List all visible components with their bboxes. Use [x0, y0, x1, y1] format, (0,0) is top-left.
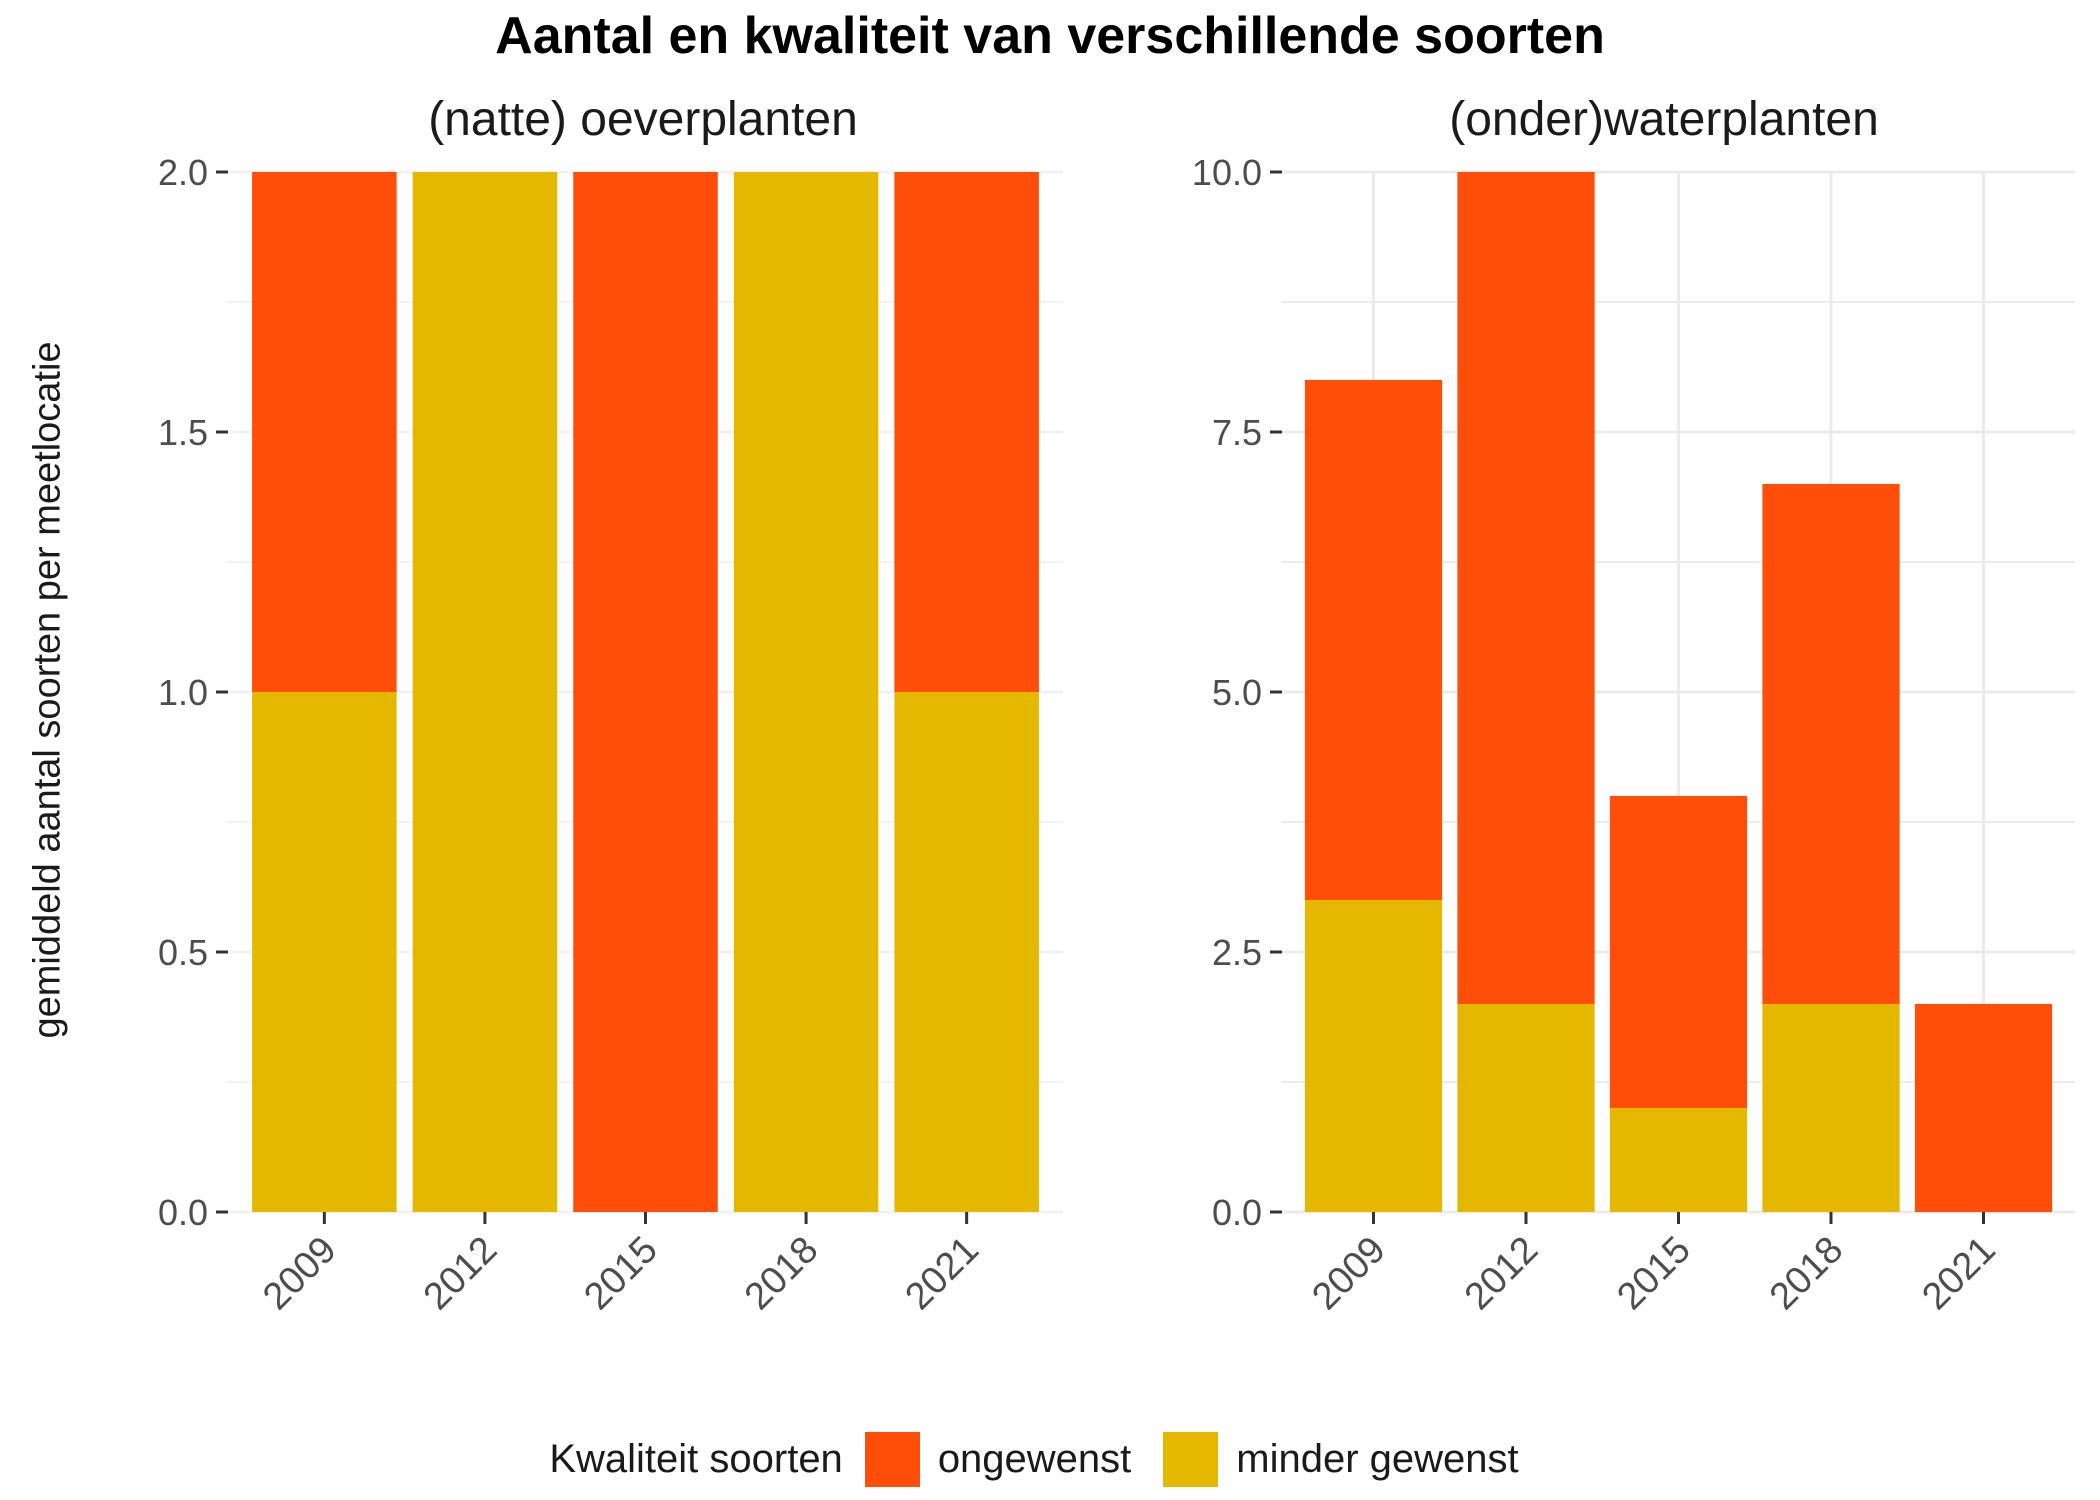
- y-tick-label: 0.0: [158, 1192, 208, 1233]
- bar-2021-minder-gewenst: [894, 692, 1039, 1212]
- bar-2009-ongewenst: [1304, 380, 1443, 900]
- y-tick-label: 1.0: [158, 672, 208, 713]
- panel-title-oeverplanten: (natte) oeverplanten: [428, 93, 858, 146]
- bar-2021-ongewenst: [1914, 1004, 2053, 1212]
- legend-key-minder-gewenst: [1163, 1432, 1219, 1487]
- y-tick-label: 10.0: [1192, 152, 1262, 193]
- x-tick-label: 2015: [1609, 1229, 1698, 1318]
- legend-key-ongewenst: [864, 1432, 920, 1487]
- bar-2012-minder-gewenst: [1457, 1004, 1595, 1212]
- y-tick-label: 5.0: [1212, 672, 1262, 713]
- bar-2021-ongewenst: [894, 172, 1039, 692]
- x-tick-label: 2009: [1304, 1229, 1393, 1318]
- legend-item-minder-gewenst: minder gewenst: [1163, 1432, 1519, 1487]
- x-tick-label: 2012: [416, 1229, 505, 1318]
- bar-2015-ongewenst: [1609, 796, 1748, 1108]
- y-tick-label: 2.0: [158, 152, 208, 193]
- bar-2009-minder-gewenst: [252, 692, 397, 1212]
- bar-2018-minder-gewenst: [733, 172, 879, 1212]
- panel-title-waterplanten: (onder)waterplanten: [1449, 93, 1879, 146]
- y-tick-label: 0.5: [158, 932, 208, 973]
- legend-label-minder-gewenst: minder gewenst: [1236, 1437, 1519, 1481]
- legend: Kwaliteit soorten ongewenst minder gewen…: [0, 1432, 2100, 1487]
- bar-2012-ongewenst: [1457, 172, 1595, 1004]
- x-tick-label: 2021: [1914, 1229, 2003, 1318]
- y-tick-label: 7.5: [1212, 412, 1262, 453]
- bar-2009-ongewenst: [252, 172, 397, 692]
- x-tick-label: 2009: [255, 1229, 344, 1318]
- bar-2018-minder-gewenst: [1762, 1004, 1900, 1212]
- legend-title: Kwaliteit soorten: [549, 1437, 843, 1481]
- x-tick-label: 2018: [737, 1229, 826, 1318]
- bar-2015-minder-gewenst: [1609, 1108, 1748, 1212]
- x-tick-label: 2021: [898, 1229, 987, 1318]
- y-tick-label: 1.5: [158, 412, 208, 453]
- y-tick-label: 0.0: [1212, 1192, 1262, 1233]
- x-tick-label: 2012: [1457, 1229, 1546, 1318]
- bar-2015-ongewenst: [573, 172, 718, 1212]
- x-tick-label: 2015: [576, 1229, 665, 1318]
- chart-title: Aantal en kwaliteit van verschillende so…: [495, 7, 1605, 65]
- x-tick-label: 2018: [1762, 1229, 1851, 1318]
- legend-label-ongewenst: ongewenst: [937, 1437, 1132, 1481]
- y-tick-label: 2.5: [1212, 932, 1262, 973]
- bar-2018-ongewenst: [1762, 484, 1900, 1004]
- bar-2009-minder-gewenst: [1304, 900, 1443, 1212]
- bar-2012-minder-gewenst: [412, 172, 558, 1212]
- legend-item-ongewenst: ongewenst: [864, 1432, 1132, 1487]
